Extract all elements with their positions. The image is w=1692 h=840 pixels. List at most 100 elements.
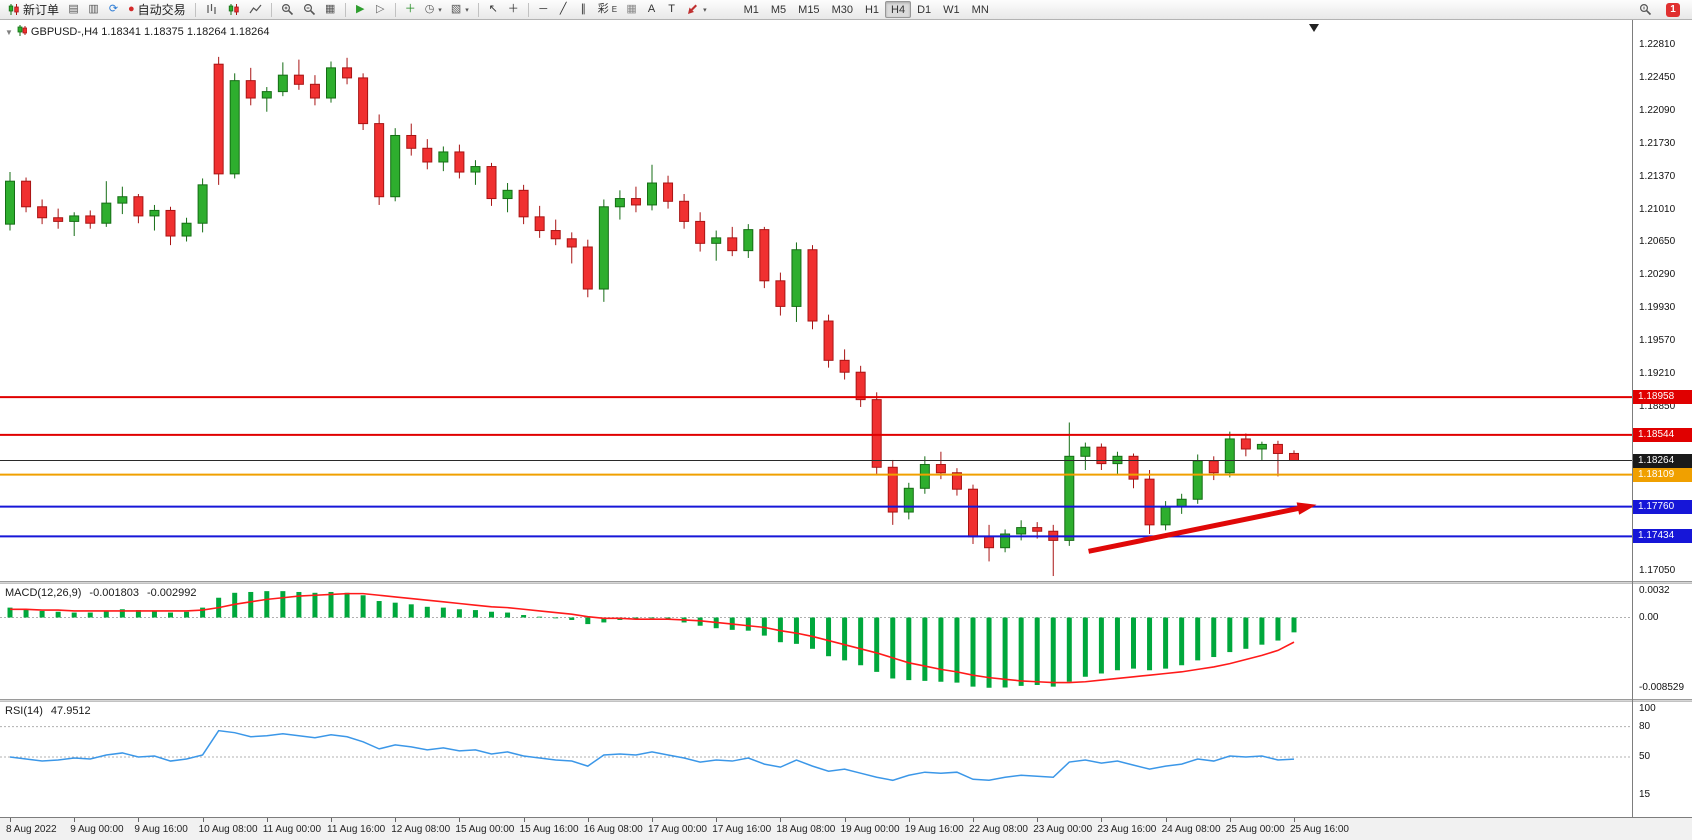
time-axis[interactable]: 8 Aug 2022 9 Aug 00:00 9 Aug 16:00 10 Aug 0… [0, 817, 1692, 840]
bar-chart-type-icon [205, 3, 218, 16]
time-axis-label: 10 Aug 08:00 [198, 824, 258, 835]
candle-body [326, 67, 336, 99]
zoom-out-button[interactable] [299, 1, 320, 18]
auto-trading-button[interactable]: ● 自动交易 [124, 1, 190, 18]
tile-windows-button[interactable]: ▦ [321, 1, 340, 18]
price-tick-label: 1.22090 [1639, 104, 1676, 116]
profiles-button[interactable]: ▥ [84, 1, 103, 18]
new-order-button-label: 新订单 [23, 3, 60, 17]
grid-button[interactable]: ▦ [622, 1, 641, 18]
chart-shift-button[interactable]: ▷ [371, 1, 390, 18]
auto-scroll-button[interactable]: ▶ [351, 1, 370, 18]
candle-body [823, 320, 834, 361]
price-tag: 1.18109 [1633, 467, 1692, 482]
templates-button[interactable]: ▧ ▾ [447, 1, 473, 18]
arrows-tool-button[interactable]: ▾ [682, 1, 711, 18]
candle-body [839, 359, 850, 373]
time-axis-label: 11 Aug 00:00 [262, 824, 321, 835]
price-tag: 1.17760 [1633, 499, 1692, 514]
candle-chart-type-button[interactable] [223, 1, 244, 18]
tile-windows-icon: ▦ [324, 3, 336, 15]
trend-arrow-head[interactable] [1296, 502, 1317, 515]
time-axis-label: 8 Aug 2022 [6, 824, 57, 835]
line-chart-type-button[interactable] [245, 1, 266, 18]
macd-chart[interactable] [0, 584, 1692, 699]
macd-signal-line [10, 592, 1295, 684]
time-axis-label: 9 Aug 00:00 [70, 824, 124, 835]
candle-body [245, 80, 256, 99]
time-axis-label: 25 Aug 00:00 [1225, 824, 1285, 835]
dropdown-caret-icon[interactable]: ▾ [465, 6, 469, 14]
price-tick-label: 1.19210 [1639, 368, 1676, 380]
panel-separator[interactable] [0, 699, 1692, 702]
rsi-value: 47.9512 [50, 705, 91, 717]
zoom-in-button[interactable] [277, 1, 298, 18]
trend-arrow[interactable] [1088, 505, 1304, 554]
new-order-button[interactable]: 新订单 [3, 1, 63, 18]
dropdown-caret-icon[interactable]: ▾ [703, 6, 707, 14]
time-axis-tick [1165, 818, 1167, 822]
horizontal-line-icon: ─ [539, 3, 548, 15]
price-tick-label: 1.17050 [1639, 565, 1676, 577]
rsi-panel[interactable]: RSI(14) 47.9512 100 80 50 15 [0, 702, 1692, 817]
panel-separator[interactable] [0, 581, 1692, 584]
time-axis-label: 24 Aug 08:00 [1161, 824, 1221, 835]
time-axis-label: 11 Aug 16:00 [327, 824, 386, 835]
timeframe-button-m5[interactable]: M5 [770, 3, 787, 16]
crosshair-button[interactable]: ＋ [504, 1, 523, 18]
text-button[interactable]: A [642, 1, 661, 18]
candle-body [133, 196, 144, 217]
cursor-button[interactable]: ↖ [484, 1, 503, 18]
time-axis-label: 23 Aug 16:00 [1097, 824, 1157, 835]
macd-panel[interactable]: MACD(12,26,9) -0.001803 -0.002992 0.0032… [0, 584, 1692, 699]
time-axis-label: 19 Aug 00:00 [840, 824, 900, 835]
channel-button[interactable]: ∥ [574, 1, 593, 18]
periods-button[interactable]: ◷ ▾ [421, 1, 446, 18]
auto-trading-icon: ● [128, 3, 135, 15]
horizontal-line-button[interactable]: ─ [534, 1, 553, 18]
candle-body [968, 488, 978, 538]
price-tick-label: 1.22810 [1639, 39, 1676, 50]
indicators-button[interactable]: ＋ [401, 1, 420, 18]
price-tag: 1.18544 [1633, 427, 1692, 442]
time-axis-label: 25 Aug 16:00 [1290, 824, 1349, 835]
new-chart-button[interactable]: ▤ [64, 1, 83, 18]
dropdown-caret-icon[interactable]: ▾ [438, 6, 442, 14]
candle-body [630, 198, 641, 206]
timeframe-button-h1[interactable]: H1 [864, 3, 880, 16]
time-axis-label: 9 Aug 16:00 [134, 824, 188, 835]
candlestick-chart[interactable] [0, 20, 1692, 581]
auto-scroll-icon: ▶ [355, 3, 365, 15]
one-click-trading-toggle[interactable]: ▼ [5, 27, 13, 37]
bar-chart-type-button[interactable] [201, 1, 222, 18]
candle-body [261, 91, 272, 99]
timeframe-button-d1[interactable]: D1 [917, 3, 932, 16]
timeframe-button-m1[interactable]: M1 [743, 3, 759, 16]
candle-body [1208, 460, 1219, 474]
candle-body [37, 206, 48, 219]
rsi-chart[interactable] [0, 702, 1692, 817]
timeframe-button-h4[interactable]: H4 [885, 1, 912, 18]
price-chart-panel[interactable]: ▼ GBPUSD-,H4 1.18341 1.18375 1.18264 1.1… [0, 20, 1692, 581]
grid-icon: ▦ [626, 3, 637, 15]
channel-icon: ∥ [580, 3, 586, 15]
trendline-button[interactable]: ╱ [554, 1, 573, 18]
time-axis-tick [1294, 818, 1295, 822]
candle-body [181, 222, 192, 237]
timeframe-button-m30[interactable]: M30 [831, 3, 853, 16]
candle-body [406, 134, 417, 149]
search-button[interactable] [1635, 1, 1656, 18]
timeframe-button-w1[interactable]: W1 [943, 3, 960, 16]
refresh-button[interactable]: ⟳ [104, 1, 123, 18]
timeframe-button-mn[interactable]: MN [971, 3, 989, 16]
timeframe-button-m15[interactable]: M15 [798, 3, 820, 16]
text-label-button[interactable]: T [662, 1, 681, 18]
toolbar-right-group: 1 [1635, 1, 1689, 18]
chart-title: ▼ GBPUSD-,H4 1.18341 1.18375 1.18264 1.1… [5, 25, 269, 39]
notification-badge[interactable]: 1 [1662, 1, 1684, 18]
time-axis-tick [587, 818, 589, 822]
candle-body [277, 74, 288, 93]
price-tag: 1.18958 [1633, 390, 1692, 405]
chart-symbol-icon [17, 25, 28, 39]
